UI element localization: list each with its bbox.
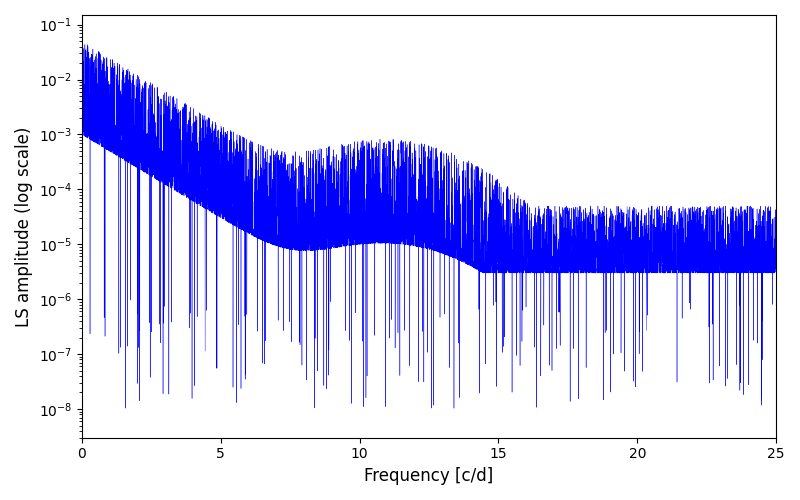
Y-axis label: LS amplitude (log scale): LS amplitude (log scale)	[15, 126, 33, 326]
X-axis label: Frequency [c/d]: Frequency [c/d]	[364, 467, 494, 485]
